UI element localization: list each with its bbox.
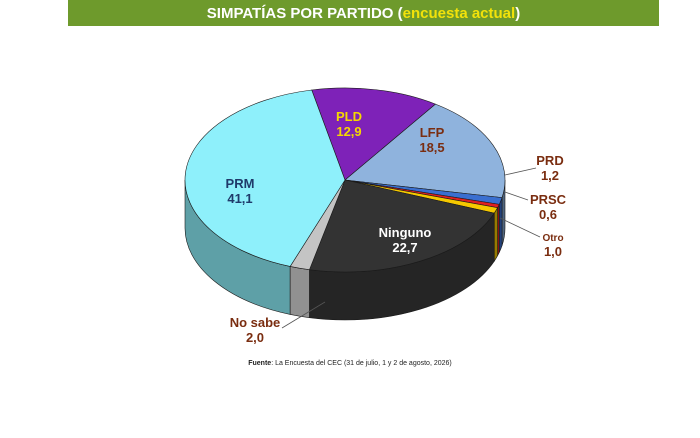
slice-label-pld: PLD xyxy=(336,109,362,124)
pie-side-otro xyxy=(493,207,498,263)
source-label: Fuente xyxy=(248,360,272,367)
slice-label-ninguno: Ninguno xyxy=(379,225,432,240)
slice-value-otro: 1,0 xyxy=(544,244,562,259)
slice-value-prd: 1,2 xyxy=(541,168,559,183)
leader-line-prd xyxy=(504,167,537,176)
slice-label-no-sabe: No sabe xyxy=(230,315,281,330)
slice-value-prm: 41,1 xyxy=(227,191,252,206)
source-note: Fuente: La Encuesta del CEC (31 de julio… xyxy=(0,360,700,367)
pie-slice-ninguno xyxy=(309,179,495,273)
slice-label-prsc: PRSC xyxy=(530,192,567,207)
source-text: : La Encuesta del CEC (31 de julio, 1 y … xyxy=(271,360,452,367)
pie-slice-prm xyxy=(184,89,346,267)
leader-line-otro xyxy=(499,217,541,238)
leader-line-no-sabe xyxy=(281,301,326,329)
pie-slice-pld xyxy=(311,87,437,181)
slice-value-ninguno: 22,7 xyxy=(392,240,417,255)
title-highlight: encuesta actual xyxy=(402,4,516,22)
title-close: ) xyxy=(515,4,521,22)
slice-value-lfp: 18,5 xyxy=(419,140,444,155)
slice-label-prd: PRD xyxy=(536,153,563,168)
slice-value-pld: 12,9 xyxy=(336,124,361,139)
leader-line-prsc xyxy=(504,191,529,201)
pie-slice-lfp xyxy=(344,103,506,198)
pie-side-no-sabe xyxy=(289,266,310,319)
title-main: SIMPATÍAS POR PARTIDO xyxy=(206,4,394,22)
slice-label-lfp: LFP xyxy=(420,125,445,140)
chart-title: SIMPATÍAS POR PARTIDO (encuesta actual) xyxy=(68,0,659,26)
slice-label-prm: PRM xyxy=(226,176,255,191)
slice-value-no-sabe: 2,0 xyxy=(246,330,264,345)
slice-value-prsc: 0,6 xyxy=(539,207,557,222)
slice-label-otro: Otro xyxy=(542,233,563,244)
pie-side-prd xyxy=(498,197,503,253)
title-open: ( xyxy=(397,4,403,22)
